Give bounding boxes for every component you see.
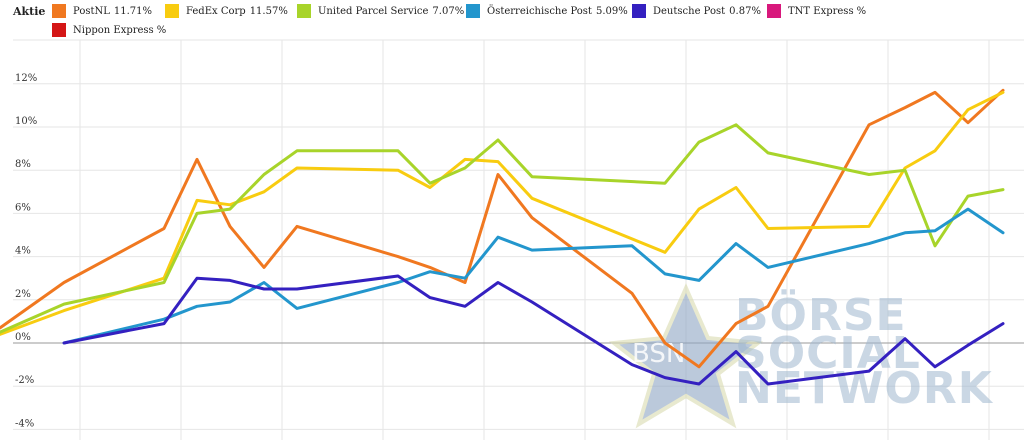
legend-swatch-tnt-express <box>767 4 781 18</box>
y-axis-ticks: 12% 10% 8% 6% 4% 2% 0% -2% -4% <box>15 73 37 430</box>
legend-swatch-fedex <box>165 4 179 18</box>
legend-item-nippon-express[interactable]: Nippon Express % <box>52 22 166 38</box>
legend-title: Aktie <box>13 5 46 18</box>
legend-suffix: % <box>142 5 153 17</box>
legend-item-fedex[interactable]: FedEx Corp 11.57% <box>165 3 288 19</box>
legend-suffix: % <box>751 5 761 17</box>
legend-suffix: % <box>618 5 628 17</box>
legend-label: FedEx Corp <box>186 5 246 17</box>
legend-item-tnt-express[interactable]: TNT Express % <box>767 3 866 19</box>
bsn-logo-text: BSN <box>632 339 685 369</box>
y-tick-label: 0% <box>15 332 31 343</box>
legend-suffix: % <box>156 24 167 36</box>
series-line-fedex-corp[interactable] <box>0 90 1005 336</box>
chart-legend: Aktie PostNL 11.71% FedEx Corp 11.57% Un… <box>0 0 1024 40</box>
y-tick-label: -4% <box>15 418 34 429</box>
legend-value: 11.71 <box>113 5 143 17</box>
watermark-line-1: BÖRSE <box>735 288 907 341</box>
legend-swatch-deutsche-post <box>632 4 646 18</box>
chart-series <box>0 88 1005 386</box>
legend-swatch-nippon-express <box>52 23 66 37</box>
legend-value: 7.07 <box>432 5 455 17</box>
legend-swatch-osterreichische-post <box>466 4 480 18</box>
legend-value: 5.09 <box>595 5 619 17</box>
legend-item-osterreichische-post[interactable]: Österreichische Post 5.09% <box>466 3 628 19</box>
series-line-postnl[interactable] <box>0 88 1005 369</box>
y-tick-label: 4% <box>15 246 31 257</box>
legend-swatch-postnl <box>52 4 66 18</box>
legend-suffix: % <box>856 5 867 17</box>
series-line--sterreichische-post[interactable] <box>62 207 1005 345</box>
legend-label: Deutsche Post <box>653 5 726 17</box>
y-tick-label: 6% <box>15 202 31 213</box>
y-tick-label: 10% <box>15 116 37 127</box>
y-tick-label: -2% <box>15 375 34 386</box>
legend-item-postnl[interactable]: PostNL 11.71% <box>52 3 152 19</box>
legend-swatch-ups <box>297 4 311 18</box>
bsn-watermark: BSN BÖRSE SOCIAL NETWORK <box>608 283 993 429</box>
y-tick-label: 8% <box>15 159 31 170</box>
legend-suffix: % <box>278 5 288 17</box>
legend-suffix: % <box>454 5 465 17</box>
legend-label: TNT Express <box>788 5 854 17</box>
legend-label: Nippon Express <box>73 24 154 36</box>
legend-label: United Parcel Service <box>318 5 429 17</box>
series-line-united-parcel-service[interactable] <box>0 123 1005 334</box>
y-tick-label: 2% <box>15 289 31 300</box>
legend-item-deutsche-post[interactable]: Deutsche Post 0.87% <box>632 3 761 19</box>
legend-label: PostNL <box>73 5 110 17</box>
legend-item-ups[interactable]: United Parcel Service 7.07% <box>297 3 464 19</box>
legend-value: 0.87 <box>729 5 752 17</box>
legend-value: 11.57 <box>249 5 279 17</box>
y-tick-label: 12% <box>15 73 37 84</box>
legend-label: Österreichische Post <box>487 5 592 17</box>
series-line-deutsche-post[interactable] <box>62 274 1005 386</box>
